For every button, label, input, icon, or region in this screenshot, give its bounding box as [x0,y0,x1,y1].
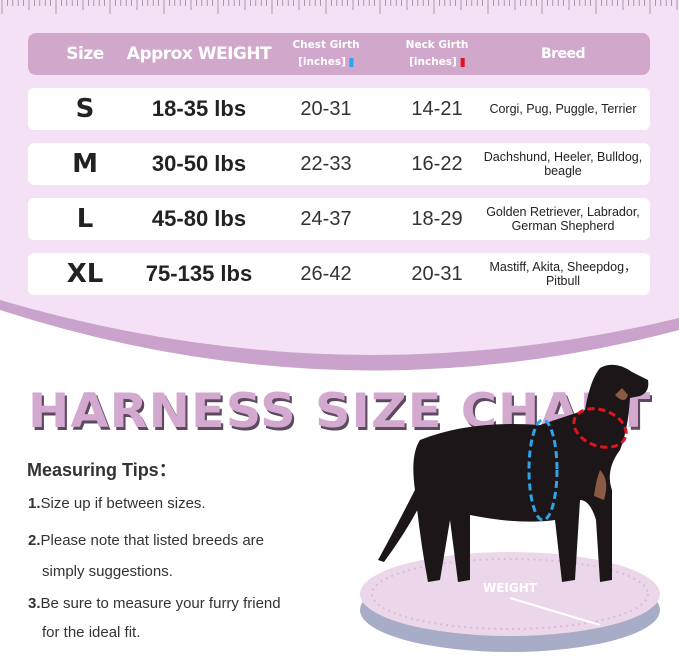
table-row: S 18-35 lbs 20-31 14-21 Corgi, Pug, Puggle, … [28,88,650,130]
header-neck-unit: [inches] [409,56,457,68]
table-row: M 30-50 lbs 22-33 16-22 Dachshund, Heeler, B… [28,143,650,185]
cell-chest: 22-33 [300,152,352,175]
tip-3-cont: for the ideal fit. [42,624,141,641]
tips-heading: Measuring Tips： [27,460,177,480]
cell-weight: 18-35 lbs [151,96,247,121]
table-row: XL 75-135 lbs 26-42 20-31 Mastiff, Akita, Sh… [28,253,650,295]
cell-chest: 24-37 [300,207,352,230]
ruler-ticks [1,0,678,14]
size-table-section: Size Approx WEIGHT Chest Girth [inches] … [0,0,679,371]
tip-1: 1.Size up if between sizes. [28,495,206,512]
cell-neck: 18-29 [411,207,463,230]
cell-breed: Golden Retriever, Labrador, German Sheph… [486,205,640,233]
cell-chest: 20-31 [300,97,352,120]
header-weight: Approx WEIGHT [126,44,272,64]
header-neck: Neck Girth [inches] [406,33,469,75]
cell-weight: 45-80 lbs [151,206,247,231]
tip-2-cont: simply suggestions. [42,563,173,580]
cell-breed: Mastiff, Akita, Sheepdog， Pitbull [489,260,637,288]
chart-title: HARNESS SIZE CHART [28,384,652,439]
svg-text:WEIGHT: WEIGHT [483,581,538,595]
tip-2: 2.Please note that listed breeds are [28,532,264,549]
cell-weight: 75-135 lbs [145,261,253,286]
table-header: Size Approx WEIGHT Chest Girth [inches] … [28,33,650,75]
chest-marker-icon [349,57,354,67]
header-chest-unit: [inches] [298,56,346,68]
scale-platform-icon: WEIGHT [360,552,660,652]
header-size: Size [66,44,104,64]
neck-marker-icon [460,57,465,67]
cell-breed: Dachshund, Heeler, Bulldog, beagle [483,150,643,178]
cell-neck: 14-21 [411,97,463,120]
tip-3: 3.Be sure to measure your furry friend [28,595,281,612]
cell-chest: 26-42 [300,262,352,285]
cell-neck: 20-31 [411,262,463,285]
cell-size: XL [66,259,104,289]
header-chest-label: Chest Girth [292,39,360,51]
cell-size: L [76,204,94,234]
header-neck-label: Neck Girth [405,39,469,51]
cell-size: M [72,149,98,179]
header-chest: Chest Girth [inches] [292,33,359,75]
cell-size: S [75,94,95,124]
cell-weight: 30-50 lbs [151,151,247,176]
cell-neck: 16-22 [411,152,463,175]
header-breed: Breed [540,46,586,62]
cell-breed: Corgi, Pug, Puggle, Terrier [489,102,637,116]
table-row: L 45-80 lbs 24-37 18-29 Golden Retriever, La… [28,198,650,240]
